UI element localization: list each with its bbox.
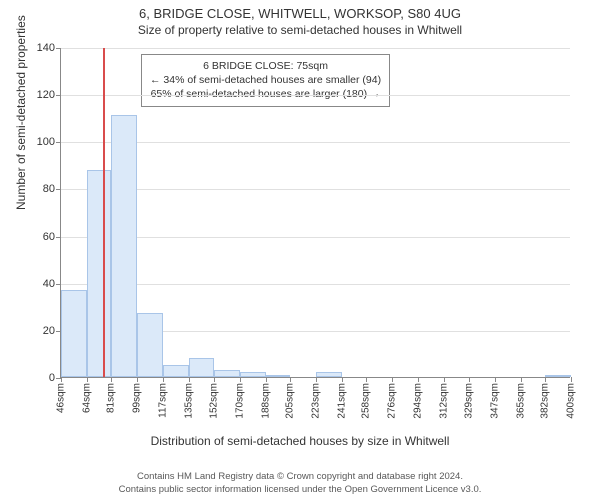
xtick-label: 294sqm <box>413 383 424 419</box>
xtick-mark <box>111 377 112 382</box>
xtick-mark <box>137 377 138 382</box>
xtick-label: 347sqm <box>489 383 500 419</box>
info-line-1: 6 BRIDGE CLOSE: 75sqm <box>150 59 381 73</box>
xtick-label: 258sqm <box>361 383 372 419</box>
histogram-bar <box>240 372 266 377</box>
xtick-mark <box>571 377 572 382</box>
xtick-mark <box>240 377 241 382</box>
chart-title: 6, BRIDGE CLOSE, WHITWELL, WORKSOP, S80 … <box>0 0 600 21</box>
ytick-label: 0 <box>49 372 55 384</box>
xtick-mark <box>545 377 546 382</box>
ytick-mark <box>56 48 61 49</box>
xtick-mark <box>342 377 343 382</box>
histogram-bar <box>316 372 342 377</box>
ytick-label: 140 <box>37 42 55 54</box>
ytick-mark <box>56 142 61 143</box>
histogram-bar <box>189 358 213 377</box>
xtick-label: 135sqm <box>184 383 195 419</box>
histogram-bar <box>266 375 290 377</box>
x-axis-label: Distribution of semi-detached houses by … <box>0 434 600 448</box>
xtick-label: 152sqm <box>208 383 219 419</box>
ytick-label: 120 <box>37 89 55 101</box>
ytick-label: 60 <box>43 231 55 243</box>
xtick-label: 241sqm <box>336 383 347 419</box>
gridline <box>61 284 570 285</box>
gridline <box>61 189 570 190</box>
marker-line <box>103 48 105 377</box>
footer-line-1: Contains HM Land Registry data © Crown c… <box>0 471 600 483</box>
xtick-label: 329sqm <box>463 383 474 419</box>
gridline <box>61 142 570 143</box>
xtick-mark <box>392 377 393 382</box>
histogram-bar <box>545 375 571 377</box>
chart-plot-area: 6 BRIDGE CLOSE: 75sqm ← 34% of semi-deta… <box>60 48 570 378</box>
footer: Contains HM Land Registry data © Crown c… <box>0 471 600 496</box>
xtick-label: 276sqm <box>387 383 398 419</box>
ytick-label: 80 <box>43 183 55 195</box>
xtick-mark <box>163 377 164 382</box>
ytick-mark <box>56 237 61 238</box>
footer-line-2: Contains public sector information licen… <box>0 484 600 496</box>
histogram-bar <box>61 290 87 377</box>
xtick-label: 188sqm <box>260 383 271 419</box>
histogram-bar <box>137 313 163 377</box>
xtick-label: 46sqm <box>56 383 67 413</box>
ytick-label: 100 <box>37 136 55 148</box>
xtick-mark <box>366 377 367 382</box>
histogram-bar <box>111 115 137 377</box>
ytick-label: 20 <box>43 325 55 337</box>
ytick-mark <box>56 284 61 285</box>
xtick-mark <box>290 377 291 382</box>
xtick-mark <box>189 377 190 382</box>
xtick-label: 223sqm <box>311 383 322 419</box>
chart-subtitle: Size of property relative to semi-detach… <box>0 23 600 37</box>
xtick-mark <box>444 377 445 382</box>
histogram-bar <box>214 370 240 377</box>
xtick-mark <box>495 377 496 382</box>
gridline <box>61 237 570 238</box>
histogram-bar <box>87 170 111 377</box>
xtick-label: 81sqm <box>106 383 117 413</box>
xtick-label: 117sqm <box>158 383 169 418</box>
y-axis-label: Number of semi-detached properties <box>14 15 28 210</box>
xtick-label: 312sqm <box>439 383 450 419</box>
xtick-label: 365sqm <box>515 383 526 419</box>
xtick-label: 99sqm <box>132 383 143 413</box>
ytick-label: 40 <box>43 278 55 290</box>
info-line-2: ← 34% of semi-detached houses are smalle… <box>150 73 381 87</box>
xtick-label: 400sqm <box>566 383 577 419</box>
xtick-mark <box>521 377 522 382</box>
xtick-label: 382sqm <box>540 383 551 419</box>
xtick-mark <box>469 377 470 382</box>
info-box: 6 BRIDGE CLOSE: 75sqm ← 34% of semi-deta… <box>141 54 390 107</box>
xtick-mark <box>87 377 88 382</box>
xtick-mark <box>214 377 215 382</box>
xtick-label: 205sqm <box>285 383 296 419</box>
xtick-mark <box>418 377 419 382</box>
ytick-mark <box>56 189 61 190</box>
xtick-label: 170sqm <box>234 383 245 419</box>
xtick-mark <box>316 377 317 382</box>
gridline <box>61 48 570 49</box>
xtick-label: 64sqm <box>81 383 92 413</box>
gridline <box>61 95 570 96</box>
histogram-bar <box>163 365 189 377</box>
xtick-mark <box>61 377 62 382</box>
xtick-mark <box>266 377 267 382</box>
ytick-mark <box>56 95 61 96</box>
